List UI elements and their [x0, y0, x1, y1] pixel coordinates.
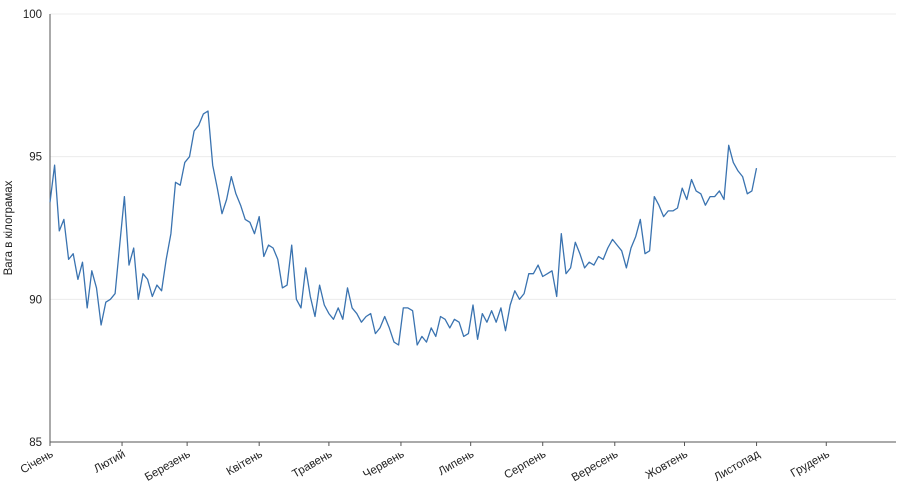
series-layer	[49, 110, 758, 346]
y-tick-label: 85	[29, 437, 42, 449]
x-tick-label: Березень	[143, 448, 193, 484]
y-tick-label: 90	[29, 294, 42, 306]
y-axis-title: Вага в кілограмах	[3, 180, 15, 275]
series-line-weight	[49, 110, 758, 346]
x-tick-label: Вересень	[570, 448, 620, 484]
x-tick-label: Лютий	[92, 448, 127, 475]
axes	[49, 14, 896, 446]
x-tick-label: Жовтень	[644, 448, 690, 482]
x-tick-label: Квітень	[225, 448, 265, 478]
x-tick-label: Червень	[361, 448, 406, 481]
x-tick-label: Травень	[290, 448, 334, 480]
x-tick-label: Серпень	[502, 448, 548, 481]
y-tick-labels: 85 90 95 100	[23, 9, 42, 449]
y-tick-label: 100	[23, 9, 42, 21]
x-tick-label: Листопад	[712, 448, 762, 484]
x-tick-label: Липень	[436, 448, 476, 478]
x-tick-label: Січень	[19, 448, 56, 476]
x-tick-label: Грудень	[789, 448, 832, 480]
x-tick-labels: Січень Лютий Березень Квітень Травень Червень…	[19, 448, 832, 484]
grid-lines	[50, 13, 896, 300]
y-tick-label: 95	[29, 152, 42, 164]
